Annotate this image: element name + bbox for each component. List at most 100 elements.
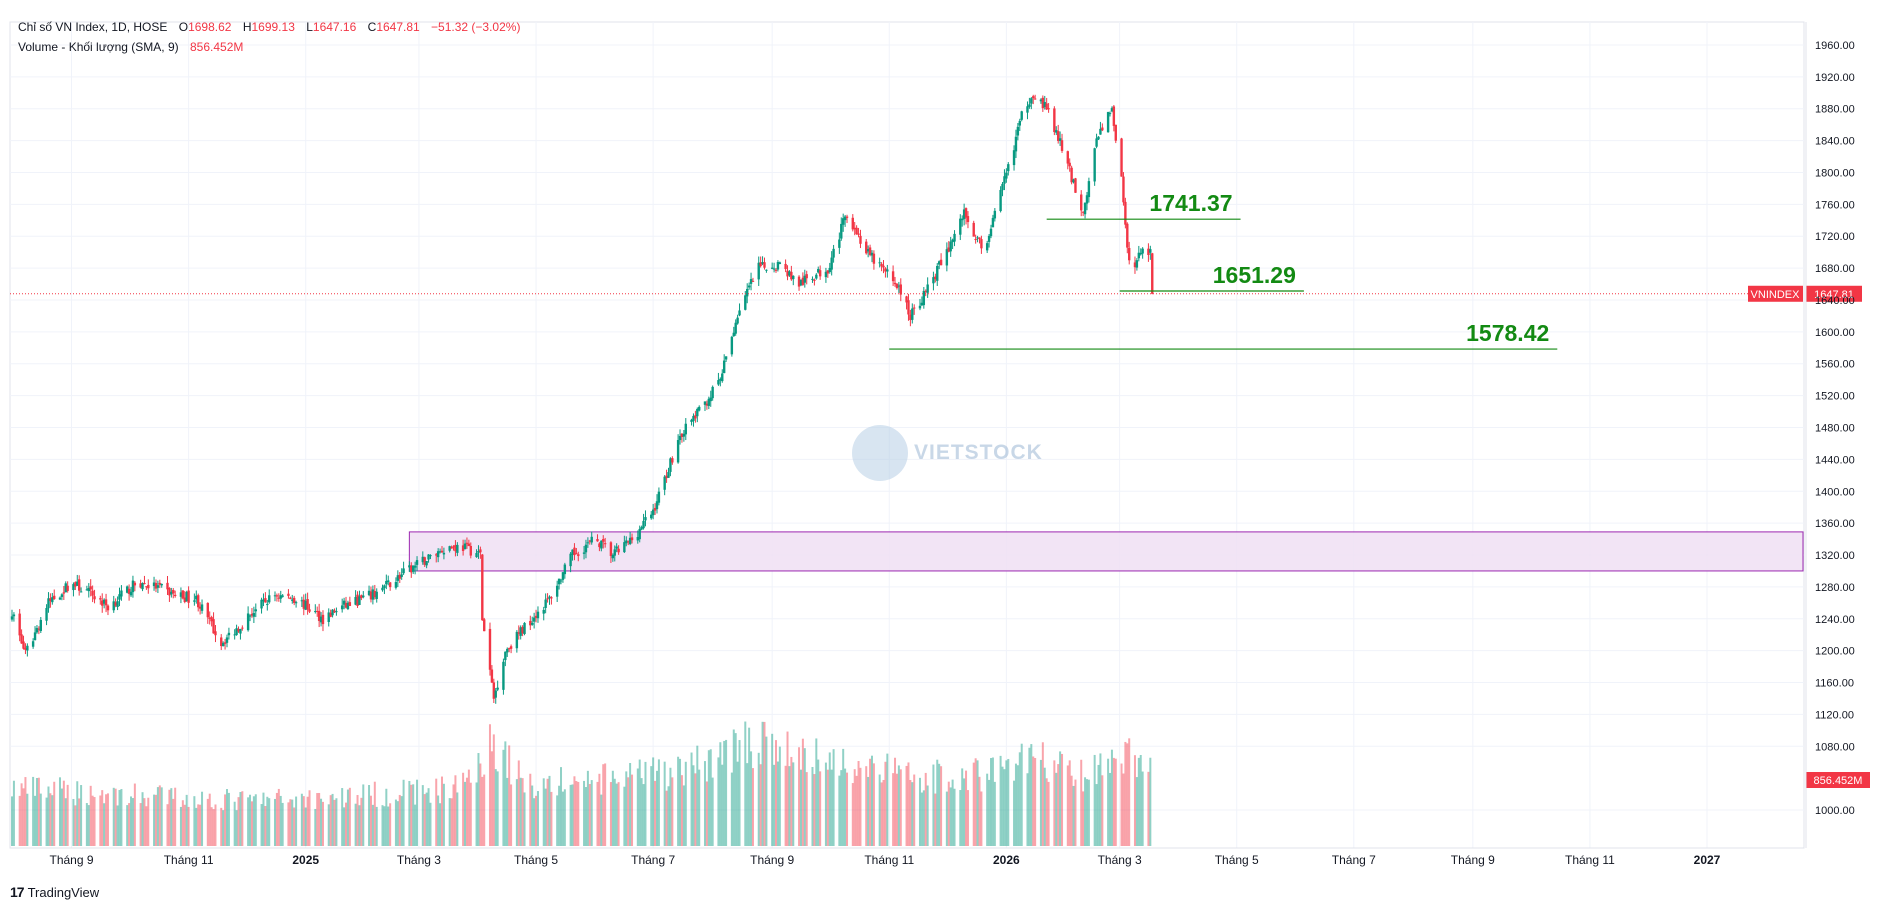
candle-body xyxy=(314,611,317,613)
volume-bar xyxy=(168,789,171,846)
candle-body xyxy=(932,277,935,284)
candle-body xyxy=(411,565,415,572)
candle-body xyxy=(845,216,849,218)
volume-bar xyxy=(558,785,561,846)
support-zone-rect[interactable] xyxy=(408,531,1804,572)
candle-body xyxy=(596,539,599,542)
candle-body xyxy=(801,277,805,285)
volume-bar xyxy=(926,785,929,846)
volume-bar xyxy=(544,788,547,846)
candle-body xyxy=(104,599,108,606)
candle-body xyxy=(644,517,647,521)
volume-bar xyxy=(744,721,747,846)
candle-body xyxy=(651,509,655,516)
volume-bar xyxy=(535,795,538,846)
volume-bar xyxy=(652,757,655,846)
time-axis[interactable]: Tháng 9 Tháng 11 2025 Tháng 3 Tháng 5 Tháng 7… xyxy=(10,847,1804,867)
volume-bar xyxy=(561,791,564,846)
grid-lines xyxy=(9,21,1805,849)
volume-bar xyxy=(402,779,405,846)
volume-bar xyxy=(277,788,280,846)
candle-body xyxy=(832,248,835,258)
candle-body xyxy=(872,253,876,264)
volume-bar xyxy=(721,764,724,846)
candle-body xyxy=(112,601,115,611)
volume-bar xyxy=(824,762,827,846)
candle-body xyxy=(866,249,870,252)
symbol-title[interactable]: Chỉ số VN Index, 1D, HOSE xyxy=(18,20,168,34)
volume-bar xyxy=(1057,764,1060,846)
volume-bar xyxy=(1016,765,1019,846)
candle-body xyxy=(905,296,908,303)
volume-bar xyxy=(531,785,534,846)
candle-body xyxy=(275,595,279,597)
candle-body xyxy=(91,590,94,596)
candle-body xyxy=(985,243,989,251)
volume-bar xyxy=(642,784,645,846)
volume-title[interactable]: Volume - Khối lượng (SMA, 9) xyxy=(18,40,179,54)
candle-body xyxy=(187,590,190,603)
candle-body xyxy=(302,599,305,609)
volume-bar xyxy=(1087,779,1090,846)
volume-bar xyxy=(1080,759,1083,846)
volume-bar xyxy=(575,781,578,846)
candle-body xyxy=(62,592,66,594)
volume-bar xyxy=(416,779,419,846)
candle-body xyxy=(241,627,244,629)
volume-bar xyxy=(356,795,359,846)
candle-body xyxy=(158,582,162,585)
volume-bar xyxy=(1141,771,1144,846)
volume-bar xyxy=(965,770,968,846)
volume-bar xyxy=(429,802,432,846)
candle-body xyxy=(855,227,858,235)
volume-bar xyxy=(1013,780,1016,846)
open-label: O xyxy=(178,20,189,34)
volume-bar xyxy=(799,769,802,846)
volume-bar xyxy=(32,776,35,846)
tradingview-brand[interactable]: 17 TradingView xyxy=(10,884,99,900)
candle-body xyxy=(830,257,833,270)
volume-bar xyxy=(663,761,666,846)
candle-body xyxy=(563,564,567,575)
candle-body xyxy=(1135,260,1139,268)
volume-bar xyxy=(467,769,470,846)
volume-bar xyxy=(922,790,925,846)
candle-body xyxy=(826,270,830,274)
candle-body xyxy=(308,609,311,612)
candle-body xyxy=(544,599,547,608)
candle-body xyxy=(454,544,457,552)
volume-bar xyxy=(571,784,574,846)
volume-bar xyxy=(671,777,674,846)
volume-bar xyxy=(147,797,150,846)
candle-body xyxy=(273,595,277,597)
volume-bar xyxy=(775,740,778,846)
volume-bar xyxy=(201,791,204,846)
candle-body xyxy=(37,628,41,630)
volume-bar xyxy=(573,776,576,846)
volume-bar xyxy=(179,806,182,846)
candle-body xyxy=(841,218,845,225)
time-tick-label: 2026 xyxy=(993,853,1020,867)
candle-body xyxy=(813,279,816,281)
support-zone[interactable] xyxy=(408,531,1804,572)
candle-body xyxy=(143,583,146,585)
candle-body xyxy=(1141,248,1144,254)
candle-body xyxy=(653,507,657,511)
candle-body xyxy=(235,628,238,635)
candle-body xyxy=(818,270,822,277)
volume-bar xyxy=(556,795,559,846)
volume-bar xyxy=(49,793,52,846)
price-axis[interactable]: 1960.00 1920.00 1880.00 1840.00 1800.00 1760.… xyxy=(1805,22,1855,848)
volume-bar xyxy=(771,733,774,846)
candle-body xyxy=(87,588,90,592)
volume-bar xyxy=(185,794,188,846)
change-value: −51.32 (−3.02%) xyxy=(431,20,521,34)
candle-body xyxy=(173,594,177,597)
candle-body xyxy=(1147,248,1150,255)
candle-body xyxy=(657,491,661,503)
volume-bar xyxy=(805,772,808,846)
level-lines[interactable]: 1741.37 1651.29 1578.42 xyxy=(889,190,1558,350)
volume-bar xyxy=(91,795,94,846)
volume-bar xyxy=(650,766,653,846)
